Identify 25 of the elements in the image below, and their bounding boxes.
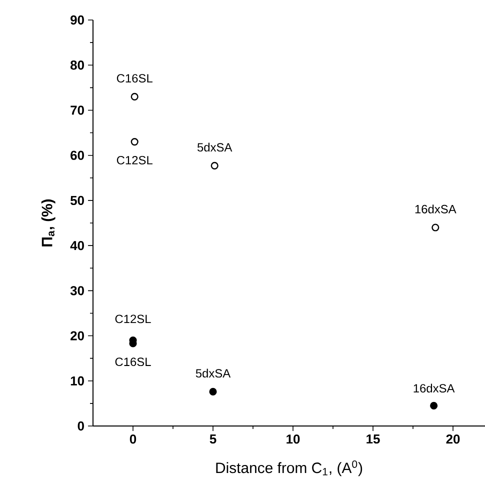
annotation: C16SL [115,358,151,366]
y-tick-label: 80 [70,60,84,70]
x-tick-label: 0 [130,434,136,444]
annotation: C16SL [116,74,152,83]
y-tick-label: 0 [78,421,84,431]
y-tick-label: 10 [70,376,84,386]
annotation: 5dxSA [197,142,232,152]
x-tick-label: 10 [286,434,300,444]
y-tick-label: 40 [70,240,84,250]
x-axis-title: Distance from C$_{1}$, (A$^{0}$) [216,460,362,476]
y-tick-label: 30 [70,286,84,296]
y-tick-label: 90 [70,15,84,25]
annotation: C12SL [115,314,151,324]
annotation: 5dxSA [196,368,231,378]
annotation: 16dxSA [415,204,456,214]
y-tick-label: 20 [70,331,84,340]
x-tick-label: 5 [210,434,216,444]
y-tick-label: 60 [70,150,84,160]
y-tick-label: 50 [70,196,84,206]
annotation: 16dxSA [414,384,455,393]
y-tick-label: 70 [70,106,84,115]
x-tick-label: 20 [446,434,460,444]
y-axis-title: Π$_{a}$, (%) [41,199,56,246]
x-tick-label: 15 [366,434,380,444]
annotation: C12SL [116,156,152,164]
